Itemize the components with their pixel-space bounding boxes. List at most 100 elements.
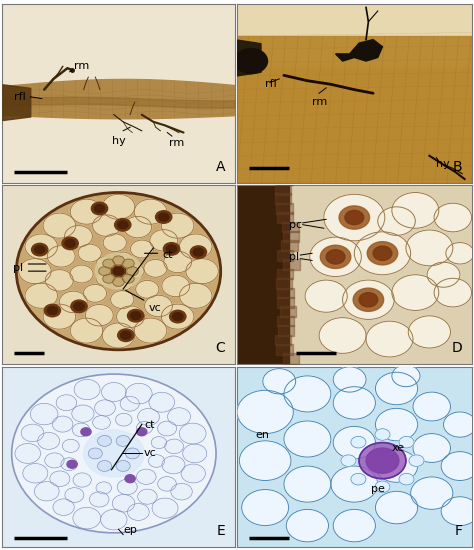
Circle shape: [134, 199, 167, 224]
Circle shape: [83, 430, 144, 477]
Circle shape: [137, 409, 159, 425]
Circle shape: [47, 306, 57, 315]
Circle shape: [378, 207, 415, 235]
Circle shape: [113, 267, 124, 275]
Circle shape: [65, 239, 75, 248]
Text: A: A: [216, 160, 225, 174]
Circle shape: [162, 456, 185, 474]
Circle shape: [94, 205, 105, 212]
Circle shape: [12, 374, 216, 533]
Circle shape: [170, 310, 186, 323]
Circle shape: [74, 379, 100, 400]
Circle shape: [43, 213, 76, 238]
Circle shape: [408, 316, 450, 348]
Circle shape: [103, 259, 114, 268]
Circle shape: [117, 479, 137, 495]
Circle shape: [319, 318, 366, 354]
Circle shape: [98, 460, 111, 471]
Text: xe: xe: [392, 443, 405, 453]
Circle shape: [392, 365, 420, 387]
Text: ct: ct: [144, 420, 155, 430]
Circle shape: [126, 448, 139, 459]
Circle shape: [137, 428, 147, 436]
Circle shape: [102, 323, 135, 348]
Circle shape: [44, 304, 61, 317]
Circle shape: [137, 469, 156, 485]
Circle shape: [113, 277, 124, 287]
Circle shape: [333, 387, 375, 419]
Circle shape: [413, 392, 450, 421]
Circle shape: [167, 408, 191, 426]
Circle shape: [128, 503, 149, 520]
Text: F: F: [454, 524, 462, 538]
Text: E: E: [217, 524, 225, 538]
Circle shape: [284, 466, 331, 502]
Text: rfl: rfl: [14, 92, 26, 102]
Circle shape: [88, 448, 102, 459]
Circle shape: [83, 284, 107, 303]
Circle shape: [136, 280, 159, 298]
Circle shape: [150, 230, 178, 251]
Circle shape: [406, 230, 453, 266]
Circle shape: [121, 331, 131, 339]
Circle shape: [130, 240, 154, 258]
Circle shape: [183, 444, 207, 463]
Text: rm: rm: [169, 138, 184, 148]
Polygon shape: [237, 185, 289, 364]
Circle shape: [43, 304, 76, 329]
Circle shape: [100, 509, 127, 530]
Text: C: C: [216, 341, 225, 355]
Text: ep: ep: [123, 525, 137, 535]
Circle shape: [78, 244, 101, 262]
Circle shape: [96, 482, 111, 494]
Circle shape: [345, 210, 364, 224]
Circle shape: [410, 477, 453, 509]
Circle shape: [70, 318, 103, 343]
Circle shape: [166, 245, 177, 253]
Circle shape: [112, 494, 135, 512]
Circle shape: [284, 376, 331, 412]
Circle shape: [85, 305, 113, 326]
Circle shape: [158, 477, 176, 491]
Circle shape: [130, 312, 141, 320]
Circle shape: [138, 489, 157, 504]
Text: rfl: rfl: [265, 79, 277, 89]
Circle shape: [444, 412, 474, 437]
Circle shape: [123, 259, 134, 268]
Circle shape: [427, 262, 460, 287]
Circle shape: [116, 413, 132, 426]
Circle shape: [56, 395, 77, 411]
Circle shape: [45, 453, 64, 468]
Circle shape: [137, 421, 153, 434]
Circle shape: [353, 288, 383, 311]
Circle shape: [90, 492, 109, 507]
Circle shape: [239, 441, 291, 481]
Circle shape: [263, 368, 296, 394]
Circle shape: [71, 300, 87, 312]
Circle shape: [116, 436, 130, 447]
Circle shape: [23, 464, 48, 483]
Circle shape: [375, 429, 390, 440]
Circle shape: [165, 439, 183, 454]
Circle shape: [152, 498, 178, 518]
Circle shape: [375, 491, 418, 524]
Circle shape: [339, 206, 370, 229]
Circle shape: [102, 194, 135, 219]
Circle shape: [354, 232, 410, 274]
Circle shape: [16, 192, 221, 350]
Circle shape: [64, 226, 92, 247]
Circle shape: [46, 270, 73, 291]
Circle shape: [81, 428, 91, 436]
Circle shape: [25, 283, 57, 309]
Circle shape: [441, 497, 474, 526]
Circle shape: [164, 251, 191, 273]
Circle shape: [151, 437, 167, 449]
Circle shape: [91, 202, 108, 215]
Circle shape: [373, 246, 392, 260]
Circle shape: [126, 264, 144, 278]
Circle shape: [73, 423, 90, 437]
Circle shape: [180, 234, 212, 259]
Circle shape: [127, 267, 138, 276]
Circle shape: [286, 509, 328, 542]
Circle shape: [117, 306, 145, 327]
